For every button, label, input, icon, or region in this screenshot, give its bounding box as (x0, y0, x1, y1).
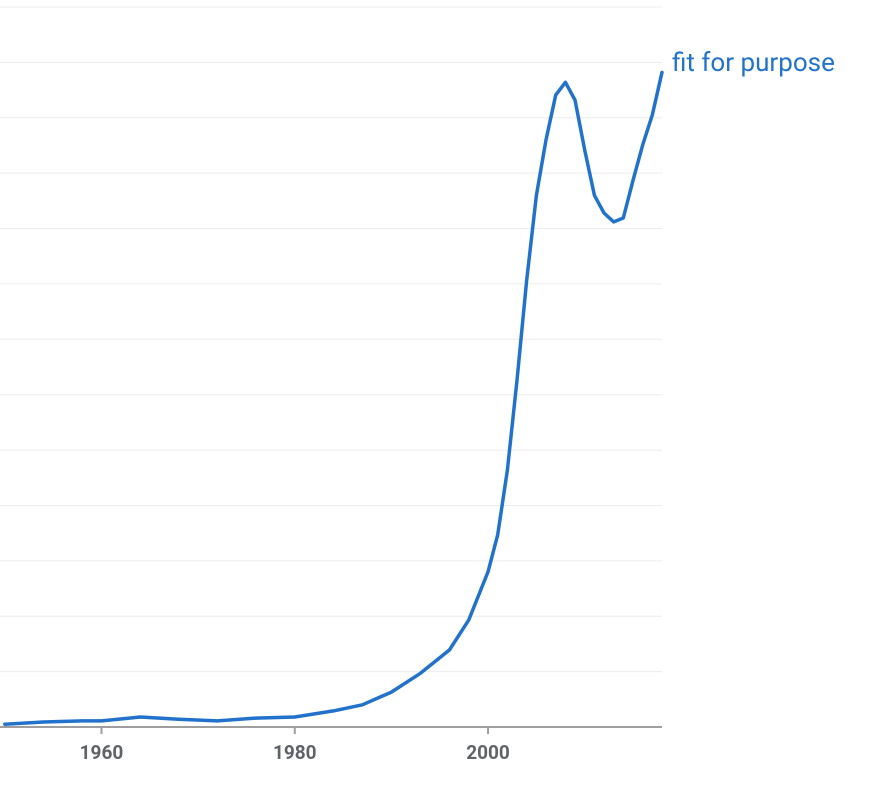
x-tick-label: 1980 (273, 741, 317, 764)
x-tick-label: 2000 (466, 741, 510, 764)
series-label: fit for purpose (672, 48, 835, 78)
series-line (3, 70, 664, 726)
x-tick-label: 1960 (80, 741, 124, 764)
